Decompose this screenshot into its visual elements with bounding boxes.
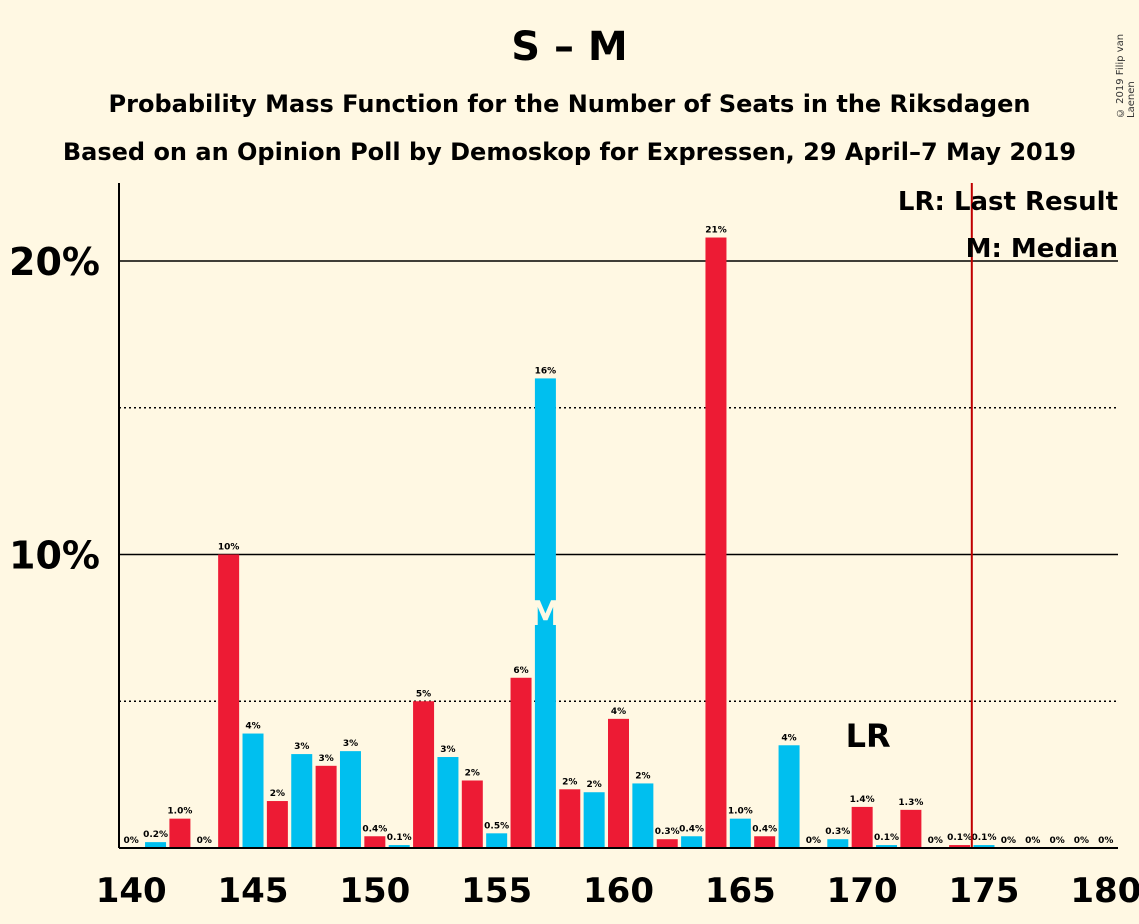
data-label: 0% xyxy=(1098,836,1113,846)
data-label: 16% xyxy=(535,366,557,376)
data-label: 0.3% xyxy=(655,827,680,837)
bar xyxy=(851,806,873,848)
bar xyxy=(632,783,654,848)
legend-last-result: LR: Last Result xyxy=(898,187,1118,217)
data-label: 4% xyxy=(245,722,260,732)
bar xyxy=(510,677,532,848)
x-tick-label: 160 xyxy=(583,871,654,911)
bar xyxy=(827,839,849,848)
data-label: 0.2% xyxy=(143,830,168,840)
last-result-marker: LR xyxy=(846,717,891,755)
bar xyxy=(266,801,288,848)
bar xyxy=(437,757,459,848)
bar xyxy=(729,818,751,848)
bar xyxy=(413,701,435,848)
x-tick-label: 150 xyxy=(339,871,410,911)
data-label: 2% xyxy=(635,771,650,781)
data-label: 1.3% xyxy=(898,798,923,808)
bar xyxy=(583,792,605,848)
bar xyxy=(242,733,264,848)
bar xyxy=(608,718,629,848)
y-tick-label: 10% xyxy=(9,534,100,578)
bar xyxy=(169,818,191,848)
bar xyxy=(949,845,971,848)
bar xyxy=(145,842,167,848)
data-label: 3% xyxy=(294,742,309,752)
median-marker: M xyxy=(528,594,562,634)
bar xyxy=(778,745,800,848)
data-label: 0% xyxy=(1049,836,1064,846)
data-label: 6% xyxy=(513,666,528,676)
chart-subtitle: Probability Mass Function for the Number… xyxy=(108,90,1031,118)
data-label: 3% xyxy=(440,745,455,755)
bar xyxy=(534,378,556,848)
data-label: 1.0% xyxy=(167,807,192,817)
data-label: 0.3% xyxy=(825,827,850,837)
data-label: 2% xyxy=(270,789,285,799)
bar xyxy=(339,751,361,848)
data-label: 2% xyxy=(562,777,577,787)
data-label: 5% xyxy=(416,689,431,699)
bar xyxy=(754,836,776,848)
chart-subtitle-poll: Based on an Opinion Poll by Demoskop for… xyxy=(62,138,1077,166)
bar xyxy=(388,845,410,848)
data-label: 21% xyxy=(705,226,727,236)
bar xyxy=(486,833,508,848)
data-label: 0.1% xyxy=(387,833,412,843)
data-label: 0% xyxy=(1025,836,1040,846)
bar xyxy=(973,845,995,848)
bar xyxy=(681,836,703,848)
data-label: 3% xyxy=(318,754,333,764)
data-label: 2% xyxy=(586,780,601,790)
data-label: 0.4% xyxy=(752,824,777,834)
data-label: 4% xyxy=(781,733,796,743)
bar xyxy=(656,839,678,848)
data-label: 0.1% xyxy=(972,833,997,843)
data-label: 2% xyxy=(465,768,480,778)
x-tick-label: 175 xyxy=(948,871,1019,911)
x-tick-label: 145 xyxy=(218,871,289,911)
data-label: 1.0% xyxy=(728,807,753,817)
x-tick-label: 155 xyxy=(461,871,532,911)
x-tick-label: 180 xyxy=(1070,871,1139,911)
bar xyxy=(705,237,727,848)
data-label: 0.4% xyxy=(362,824,387,834)
bar xyxy=(218,554,240,848)
legend-median: M: Median xyxy=(966,234,1118,264)
bar xyxy=(876,845,898,848)
data-label: 0.5% xyxy=(484,821,509,831)
data-label: 0% xyxy=(1001,836,1016,846)
x-tick-label: 170 xyxy=(827,871,898,911)
bar xyxy=(291,754,313,848)
y-tick-label: 20% xyxy=(9,240,100,284)
x-tick-label: 165 xyxy=(705,871,776,911)
bar xyxy=(315,765,337,848)
bar xyxy=(900,809,922,848)
chart-title: S – M xyxy=(511,24,628,70)
data-label: 3% xyxy=(343,739,358,749)
bar xyxy=(461,780,483,848)
data-label: 0.1% xyxy=(947,833,972,843)
data-label: 1.4% xyxy=(850,795,875,805)
bar xyxy=(559,789,581,848)
data-label: 0% xyxy=(928,836,943,846)
data-label: 0% xyxy=(197,836,212,846)
data-label: 10% xyxy=(218,543,240,553)
data-label: 0% xyxy=(806,836,821,846)
data-label: 0.1% xyxy=(874,833,899,843)
bar xyxy=(364,836,386,848)
data-label: 0% xyxy=(1074,836,1089,846)
data-label: 0.4% xyxy=(679,824,704,834)
data-label: 4% xyxy=(611,707,626,717)
data-label: 0% xyxy=(124,836,139,846)
x-tick-label: 140 xyxy=(96,871,167,911)
